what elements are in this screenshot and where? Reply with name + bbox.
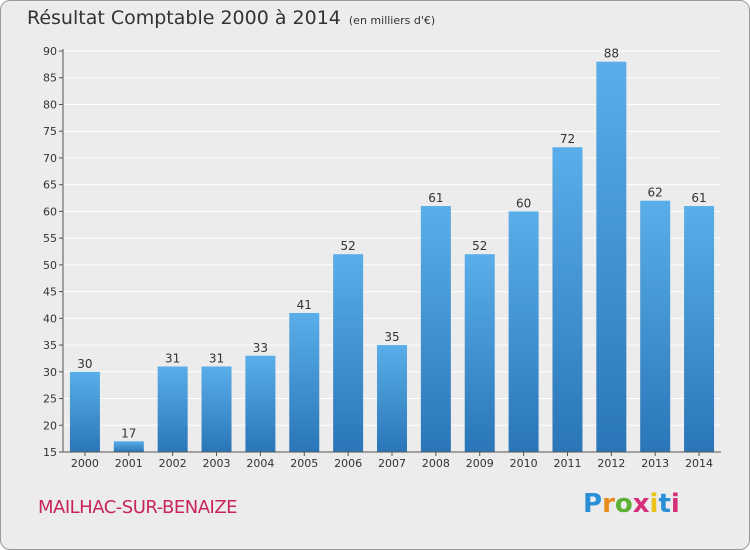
data-labels: 30 17 31 31 33 41 52 35 61 52 60 72 88 62 61 [77,47,706,441]
bar [157,366,188,452]
data-label: 17 [121,426,136,440]
data-label: 33 [253,341,268,355]
data-label: 52 [340,239,355,253]
proxiti-logo: Proxiti [583,489,680,519]
logo-letter: o [614,489,633,519]
bar [377,345,407,452]
y-tick-label: 80 [43,98,57,111]
x-tick-label: 2009 [466,457,494,470]
bar [640,200,671,452]
commune-name: MAILHAC-SUR-BENAIZE [38,497,238,518]
x-tick-label: 2006 [334,457,362,470]
data-label: 60 [516,196,531,210]
y-tick-label: 90 [43,45,57,58]
bar [113,441,144,452]
y-tick-label: 55 [43,232,57,245]
x-tick-label: 2013 [641,457,669,470]
bar [245,355,276,452]
y-tick-label: 15 [43,446,57,459]
bar [69,371,100,452]
y-tick-label: 65 [43,179,57,192]
data-label: 41 [297,298,312,312]
y-tick-label: 75 [43,125,57,138]
bar [289,312,320,452]
x-tick-label: 2008 [422,457,450,470]
data-label: 52 [472,239,487,253]
axes: 15 20 25 30 35 40 45 50 55 60 65 70 75 80 85 90 2000 2001… [43,45,721,470]
bar [420,206,451,452]
y-tick-label: 40 [43,312,57,325]
y-tick-label: 70 [43,152,57,165]
data-label: 88 [604,47,619,61]
x-tick-label: 2005 [290,457,318,470]
bar [333,254,364,452]
y-tick-label: 30 [43,366,57,379]
x-tick-label: 2014 [685,457,713,470]
data-label: 31 [165,351,180,365]
x-tick-label: 2012 [597,457,625,470]
data-label: 62 [648,186,663,200]
y-tick-label: 45 [43,286,57,299]
y-tick-label: 50 [43,259,57,272]
y-tick-label: 60 [43,205,57,218]
bar [201,366,232,452]
logo-letter: i [649,489,659,519]
data-label: 35 [384,330,399,344]
y-tick-label: 25 [43,393,57,406]
logo-letter: x [632,489,650,519]
chart-title-text: Résultat Comptable 2000 à 2014 [27,7,341,29]
data-label: 31 [209,351,224,365]
y-tick-label: 20 [43,419,57,432]
bar [508,211,539,452]
data-label: 61 [691,191,706,205]
data-label: 61 [428,191,443,205]
chart-subtitle: (en milliers d'€) [348,14,436,27]
x-tick-label: 2011 [553,457,581,470]
bar [464,254,495,452]
x-tick-label: 2002 [159,457,187,470]
bar [684,206,715,452]
logo-letter: i [670,489,680,519]
logo-letter: t [658,489,671,519]
y-tick-label: 35 [43,339,57,352]
y-tick-label: 85 [43,72,57,85]
x-tick-label: 2004 [246,457,274,470]
data-label: 72 [560,132,575,146]
bar [552,147,583,453]
x-tick-label: 2007 [378,457,406,470]
x-tick-label: 2010 [510,457,538,470]
x-tick-label: 2000 [71,457,99,470]
chart-title: Résultat Comptable 2000 à 2014 (en millie… [27,7,435,29]
logo-letter: P [583,489,603,519]
x-tick-label: 2003 [203,457,231,470]
data-label: 30 [77,357,92,371]
bar [596,61,627,453]
bars [69,61,715,453]
logo-letter: r [602,489,615,519]
x-tick-label: 2001 [115,457,143,470]
